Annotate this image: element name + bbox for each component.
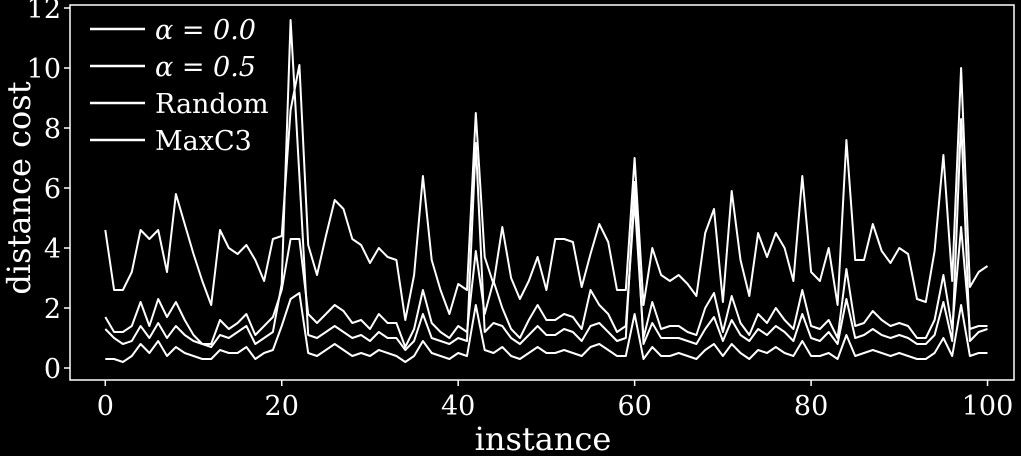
legend: α = 0.0 α = 0.5 Random MaxC3	[90, 15, 269, 157]
series-line-1	[104, 64, 989, 321]
series-line-3	[104, 19, 988, 351]
series-line-2	[104, 199, 988, 348]
axes-frame	[69, 4, 1015, 381]
legend-label-1: α = 0.0	[155, 15, 256, 46]
y-tick-label: 8	[44, 114, 61, 145]
x-tick-label: 60	[617, 391, 651, 422]
legend-label-3: Random	[155, 89, 269, 120]
y-tick-label: 6	[44, 174, 61, 205]
x-tick-label: 100	[962, 391, 1014, 422]
y-axis-label: distance cost	[0, 81, 38, 294]
x-tick-label: 0	[97, 391, 114, 422]
y-tick-label: 12	[27, 0, 61, 25]
y-tick-label: 0	[44, 354, 61, 385]
y-tick-label: 10	[27, 54, 61, 85]
x-axis-label: instance	[475, 420, 612, 456]
x-tick-label: 80	[794, 391, 828, 422]
legend-label-4: MaxC3	[155, 126, 252, 157]
x-tick-label: 40	[441, 391, 475, 422]
y-tick-label: 4	[44, 234, 61, 265]
series-line-4	[105, 292, 988, 363]
y-tick-label: 2	[44, 294, 61, 325]
legend-label-2: α = 0.5	[155, 52, 256, 83]
x-tick-label: 20	[265, 391, 299, 422]
axes: 0 20 40 60 80 100 0 2 4 6 8 10 12	[27, 0, 1015, 422]
plot-area	[104, 19, 989, 363]
